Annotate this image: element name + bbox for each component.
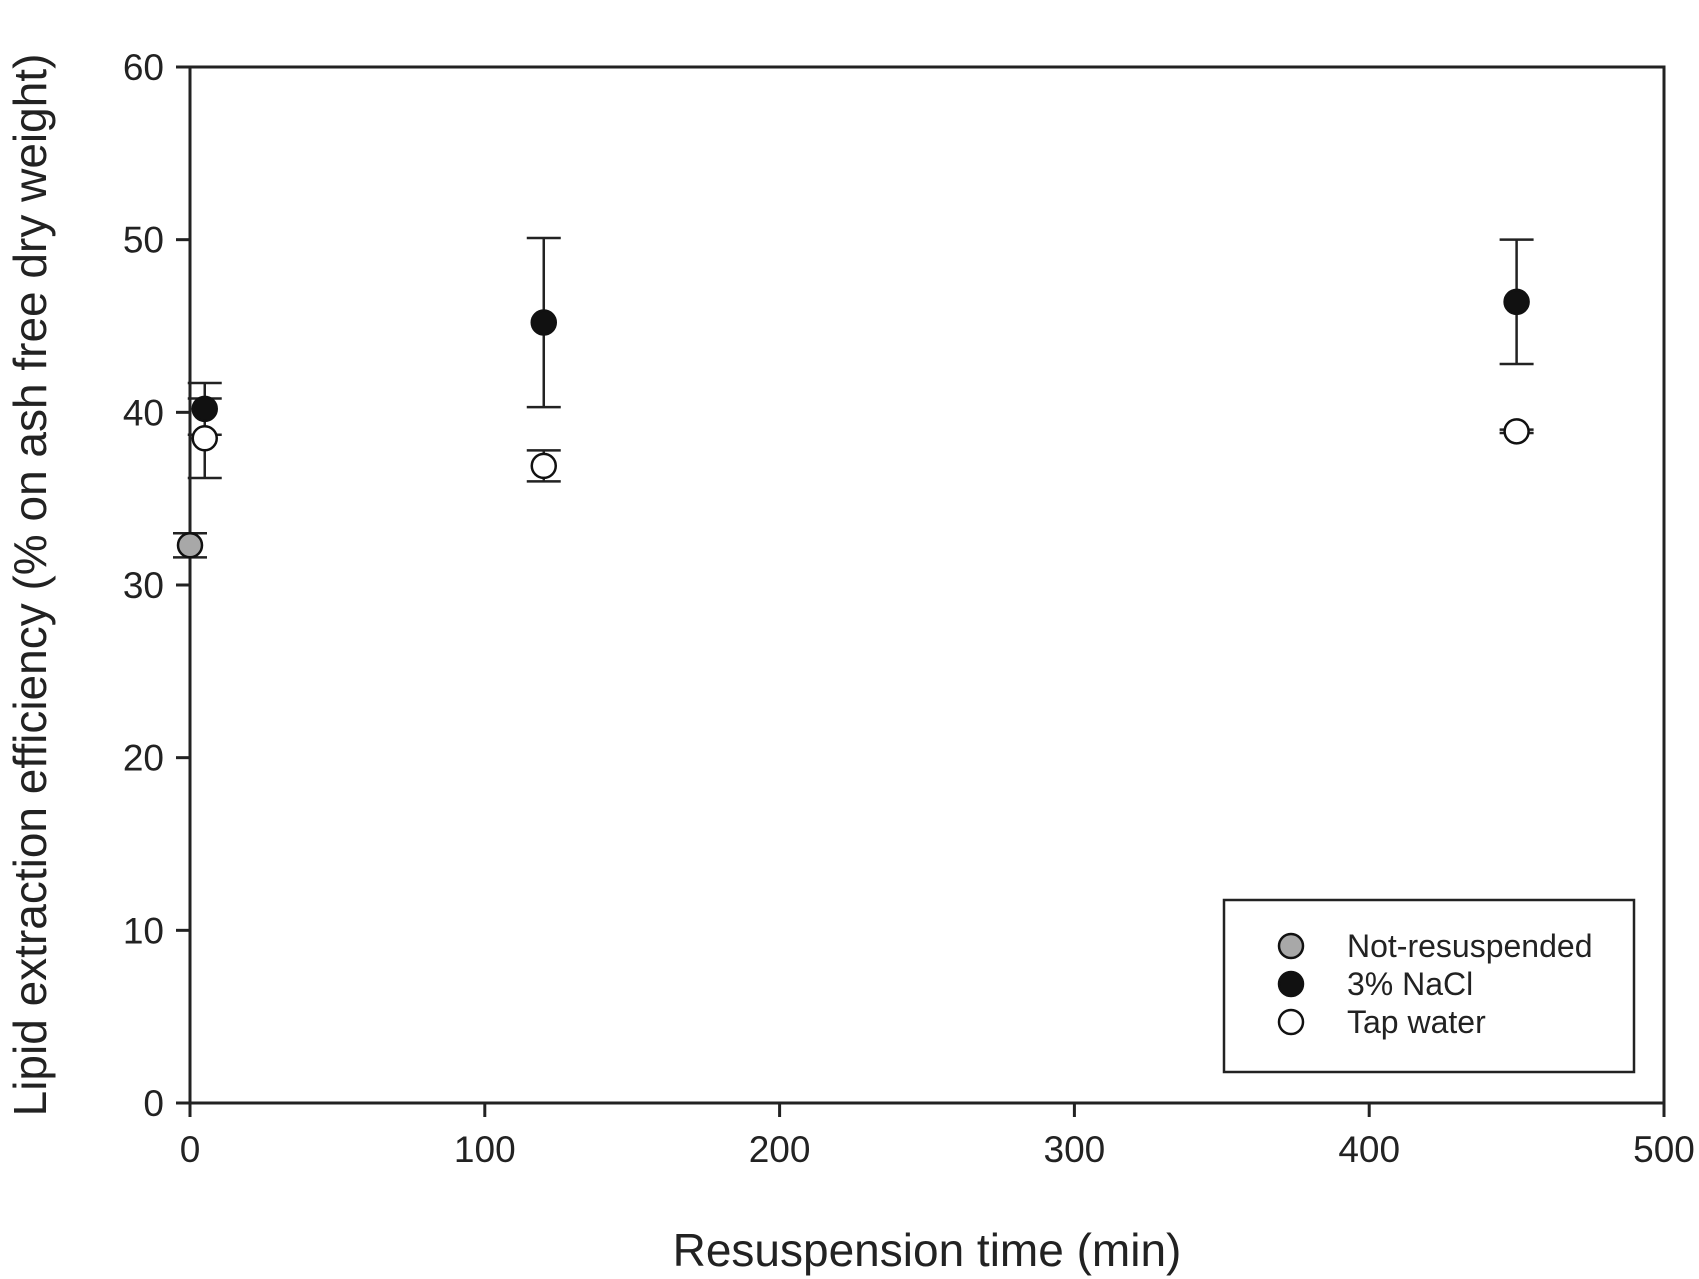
legend-label: Not-resuspended xyxy=(1347,928,1592,964)
y-tick-label: 0 xyxy=(143,1083,164,1124)
x-tick-label: 500 xyxy=(1633,1129,1695,1170)
data-point xyxy=(530,452,558,480)
x-tick-label: 0 xyxy=(180,1129,201,1170)
y-axis: 0 10 20 30 40 50 60 xyxy=(123,47,190,1124)
legend-label: Tap water xyxy=(1347,1004,1486,1040)
y-tick-label: 30 xyxy=(123,565,164,606)
data-markers xyxy=(176,288,1530,559)
y-axis-title: Lipid extraction efficiency (% on ash fr… xyxy=(4,54,56,1117)
legend-marker xyxy=(1277,932,1305,960)
data-point xyxy=(191,424,218,452)
error-bars xyxy=(173,236,1534,559)
x-tick-label: 100 xyxy=(454,1129,516,1170)
y-tick-label: 50 xyxy=(123,220,164,261)
legend-box xyxy=(1222,898,1636,1074)
y-tick-label: 20 xyxy=(123,738,164,779)
data-point xyxy=(176,532,204,559)
y-tick-label: 40 xyxy=(123,392,164,433)
legend-label: 3% NaCl xyxy=(1347,966,1473,1002)
legend-marker xyxy=(1277,970,1305,998)
data-point xyxy=(530,309,558,336)
x-axis-title: Resuspension time (min) xyxy=(673,1224,1182,1276)
data-point xyxy=(1503,418,1530,445)
data-point xyxy=(1503,288,1530,316)
y-tick-label: 60 xyxy=(123,47,164,88)
data-point xyxy=(191,395,218,423)
legend-marker xyxy=(1277,1008,1305,1036)
x-axis: 0 100 200 300 400 500 xyxy=(180,1103,1695,1170)
x-tick-label: 200 xyxy=(749,1129,811,1170)
x-tick-label: 400 xyxy=(1338,1129,1400,1170)
y-tick-label: 10 xyxy=(123,910,164,951)
x-tick-label: 300 xyxy=(1044,1129,1106,1170)
